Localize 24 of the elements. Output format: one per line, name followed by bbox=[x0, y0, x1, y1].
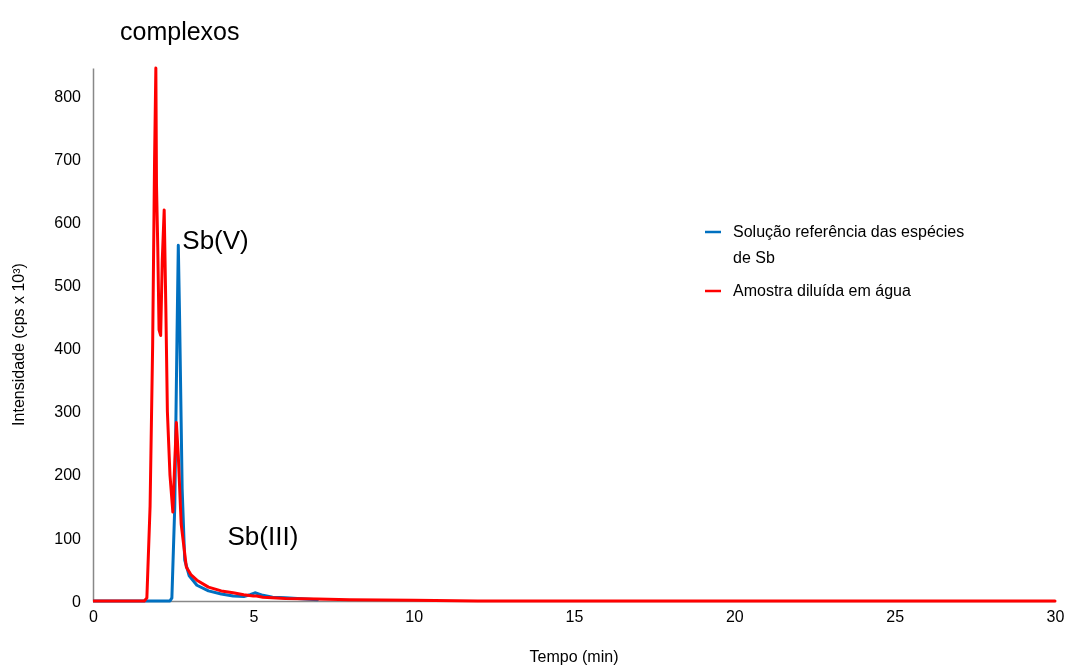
x-tick-label: 25 bbox=[886, 608, 905, 626]
x-tick-label: 5 bbox=[249, 608, 259, 626]
x-axis-title: Tempo (min) bbox=[529, 648, 619, 665]
x-tick-label: 15 bbox=[565, 608, 584, 626]
y-tick-label: 0 bbox=[72, 592, 82, 610]
chart-title: complexos bbox=[120, 17, 240, 45]
y-tick-label: 500 bbox=[54, 277, 82, 295]
legend-label: Solução referência das espécies de Sb bbox=[733, 223, 965, 266]
y-tick-label: 200 bbox=[54, 466, 82, 484]
x-tick-label: 10 bbox=[405, 608, 424, 626]
y-tick-label: 100 bbox=[54, 529, 82, 547]
y-tick-label: 800 bbox=[54, 88, 82, 105]
x-tick-label: 20 bbox=[725, 608, 744, 626]
x-tick-label: 30 bbox=[1046, 608, 1065, 626]
y-tick-label: 600 bbox=[54, 214, 82, 232]
x-tick-label: 0 bbox=[89, 608, 99, 626]
line-series bbox=[93, 66, 1057, 603]
annotation: Sb(V) bbox=[182, 225, 249, 256]
annotation: Sb(III) bbox=[227, 520, 299, 551]
y-axis-title: Intensidade (cps x 10³) bbox=[10, 263, 27, 426]
y-tick-label: 300 bbox=[54, 403, 82, 421]
y-tick-label: 400 bbox=[54, 340, 82, 358]
legend-label: Amostra diluída em água bbox=[733, 282, 911, 299]
y-tick-label: 700 bbox=[54, 151, 82, 169]
